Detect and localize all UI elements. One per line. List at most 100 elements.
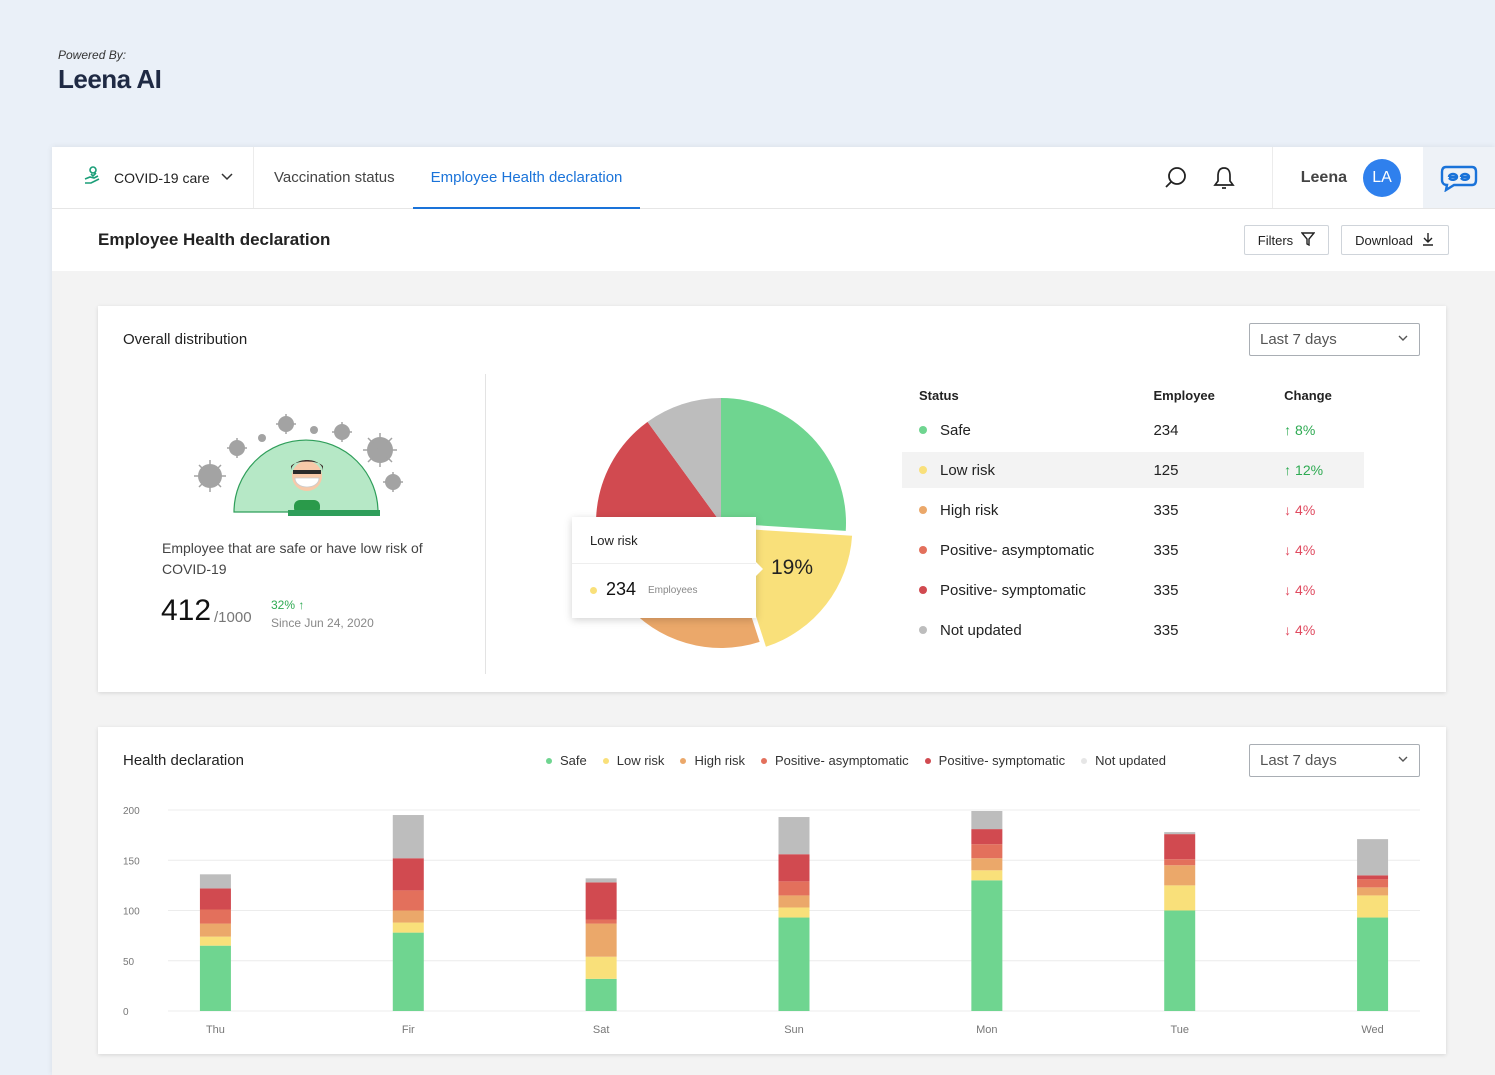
legend-item[interactable]: Not updated: [1081, 753, 1166, 768]
bar-segment[interactable]: [971, 844, 1003, 859]
module-switcher[interactable]: COVID-19 care: [52, 147, 254, 208]
change-value: ↑ 12%: [1284, 462, 1324, 478]
change-value: ↓ 4%: [1284, 582, 1316, 598]
status-row[interactable]: Positive- asymptomatic 335 ↓ 4%: [902, 532, 1364, 568]
bar-segment[interactable]: [778, 895, 810, 908]
bar-segment[interactable]: [1357, 875, 1389, 880]
bar-segment[interactable]: [199, 923, 231, 937]
bar-segment[interactable]: [778, 881, 810, 896]
bar-segment[interactable]: [392, 858, 424, 891]
employee-count: 335: [1153, 501, 1179, 519]
bar-segment[interactable]: [778, 854, 810, 882]
status-label: Low risk: [940, 461, 996, 479]
safe-trend: 32% ↑: [271, 598, 304, 612]
tooltip-value: 234: [606, 579, 637, 599]
bar-segment[interactable]: [971, 858, 1003, 871]
legend-item[interactable]: Positive- asymptomatic: [761, 753, 909, 768]
pie-slice[interactable]: [727, 527, 853, 647]
bar-segment[interactable]: [1164, 910, 1196, 1012]
bar-segment[interactable]: [1164, 865, 1196, 886]
bar-segment[interactable]: [392, 922, 424, 933]
legend-label: Low risk: [616, 753, 665, 768]
bell-icon[interactable]: [1200, 147, 1248, 208]
status-cell: Positive- asymptomatic: [919, 542, 1153, 559]
bar-segment[interactable]: [778, 817, 810, 855]
tooltip-title: Low risk: [590, 533, 638, 548]
change-value: ↑ 8%: [1284, 422, 1316, 438]
card-divider: [485, 374, 486, 674]
search-icon[interactable]: [1152, 147, 1200, 208]
legend-item[interactable]: Safe: [546, 753, 587, 768]
app-window: COVID-19 care Vaccination status Employe…: [52, 147, 1495, 1075]
bar-segment[interactable]: [585, 978, 617, 1011]
pie-slice[interactable]: [647, 398, 721, 523]
bar-segment[interactable]: [971, 811, 1003, 830]
overall-period-select[interactable]: Last 7 days: [1249, 323, 1420, 356]
bar-segment[interactable]: [392, 910, 424, 923]
health-period-select[interactable]: Last 7 days: [1249, 744, 1420, 777]
bar-segment[interactable]: [585, 923, 617, 957]
bar-segment[interactable]: [585, 956, 617, 979]
download-button[interactable]: Download: [1341, 225, 1449, 255]
bar-segment[interactable]: [1357, 887, 1389, 896]
bar-segment[interactable]: [971, 870, 1003, 881]
download-icon: [1421, 232, 1435, 249]
bar-segment[interactable]: [199, 874, 231, 889]
bar-segment[interactable]: [585, 882, 617, 920]
bar-segment[interactable]: [971, 829, 1003, 845]
bar-segment[interactable]: [1357, 879, 1389, 888]
status-dot: [919, 466, 927, 474]
status-row[interactable]: Not updated 335 ↓ 4%: [902, 612, 1364, 648]
bar-segment[interactable]: [392, 890, 424, 911]
filters-label: Filters: [1257, 232, 1294, 248]
bar-segment[interactable]: [1357, 839, 1389, 876]
page-header: Employee Health declaration Filters Down…: [52, 209, 1495, 271]
bar-segment[interactable]: [199, 909, 231, 924]
chevron-down-icon: [1397, 331, 1409, 348]
bar-segment[interactable]: [971, 880, 1003, 1011]
bar-segment[interactable]: [199, 936, 231, 946]
bar-segment[interactable]: [1164, 832, 1196, 835]
user-menu[interactable]: Leena LA: [1271, 147, 1423, 208]
masked-person-illustration: [190, 414, 410, 521]
tab-employee-health-declaration[interactable]: Employee Health declaration: [412, 147, 641, 209]
bar-segment[interactable]: [1357, 917, 1389, 1011]
bar-segment[interactable]: [199, 945, 231, 1011]
bar-segment[interactable]: [1164, 834, 1196, 860]
bar-segment[interactable]: [1164, 859, 1196, 866]
status-row[interactable]: Safe 234 ↑ 8%: [902, 412, 1364, 448]
bar-segment[interactable]: [1164, 885, 1196, 911]
chevron-down-icon: [1397, 752, 1409, 769]
chat-bot-icon[interactable]: [1423, 147, 1495, 208]
status-cell: Safe: [919, 422, 1153, 439]
legend-item[interactable]: High risk: [680, 753, 745, 768]
legend-item[interactable]: Positive- symptomatic: [924, 753, 1066, 768]
tooltip-separator: [572, 563, 756, 564]
bar-segment[interactable]: [585, 878, 617, 883]
status-row[interactable]: High risk 335 ↓ 4%: [902, 492, 1364, 528]
bar-segment[interactable]: [778, 907, 810, 918]
bar-segment[interactable]: [585, 919, 617, 924]
status-row[interactable]: Low risk 125 ↑ 12%: [902, 452, 1364, 488]
status-dot: [919, 426, 927, 434]
legend-dot: [680, 757, 687, 764]
safe-description: Employee that are safe or have low risk …: [162, 540, 423, 577]
bar-segment[interactable]: [1357, 895, 1389, 918]
employee-count: 234: [1153, 421, 1179, 439]
tooltip-unit: Employees: [648, 585, 698, 596]
avatar: LA: [1363, 158, 1401, 197]
legend-dot: [924, 757, 931, 764]
pie-slice[interactable]: [721, 398, 846, 531]
filters-button[interactable]: Filters: [1243, 225, 1330, 255]
legend-label: Positive- symptomatic: [938, 753, 1066, 768]
status-row[interactable]: Positive- symptomatic 335 ↓ 4%: [902, 572, 1364, 608]
status-cell: High risk: [919, 502, 1153, 519]
pie-highlight-label: 19%: [771, 556, 814, 579]
status-label: Positive- asymptomatic: [940, 541, 1095, 559]
bar-segment[interactable]: [392, 815, 424, 859]
bar-segment[interactable]: [392, 932, 424, 1011]
tab-vaccination-status[interactable]: Vaccination status: [274, 169, 395, 186]
bar-segment[interactable]: [778, 917, 810, 1011]
legend-item[interactable]: Low risk: [602, 753, 665, 768]
bar-segment[interactable]: [199, 888, 231, 910]
